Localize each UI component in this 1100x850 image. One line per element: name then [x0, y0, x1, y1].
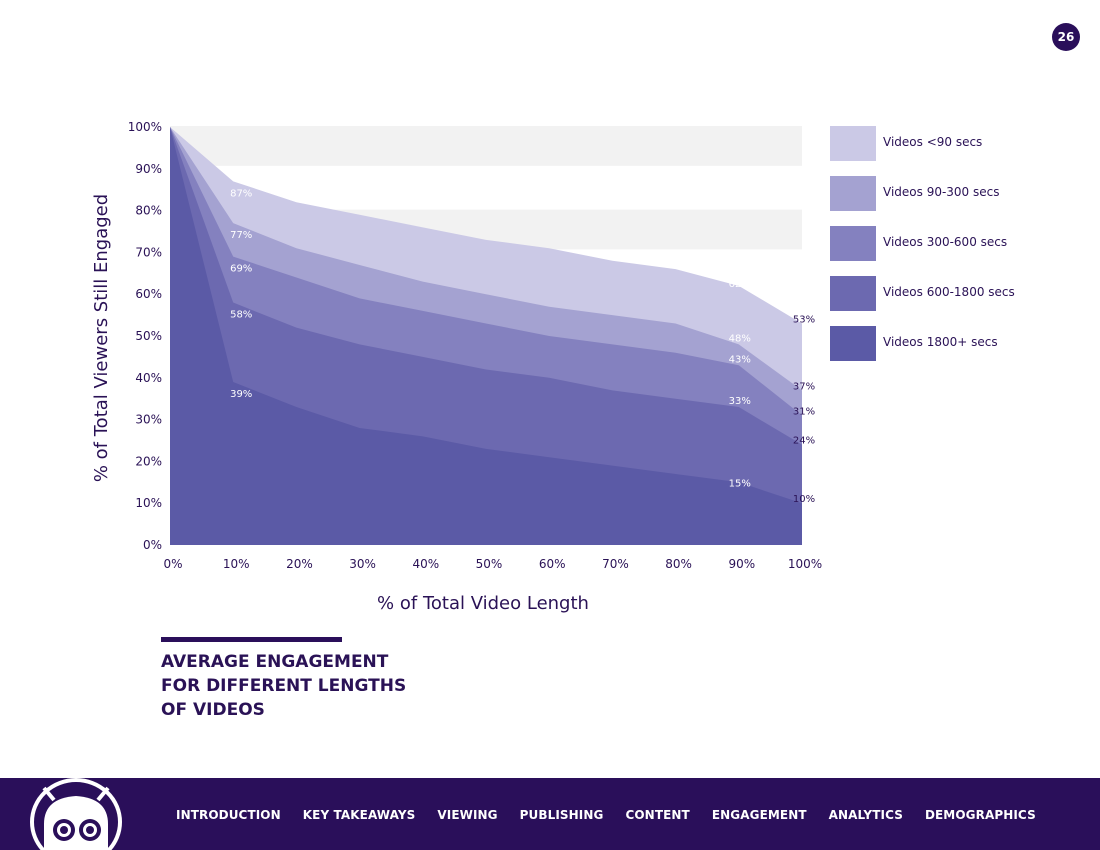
y-tick-label: 100%	[128, 120, 162, 134]
y-tick-label: 70%	[135, 245, 162, 259]
y-tick-label: 50%	[135, 329, 162, 343]
x-axis-ticks: 0% 10% 20% 30% 40% 50% 60% 70% 80% 90% 100%	[163, 557, 822, 571]
y-axis-label: % of Total Viewers Still Engaged	[91, 194, 112, 482]
legend-label: Videos 1800+ secs	[883, 335, 998, 349]
nav-item-content[interactable]: CONTENT	[625, 808, 690, 822]
data-label: 37%	[793, 381, 815, 392]
legend-label: Videos 300-600 secs	[883, 235, 1008, 249]
legend-swatch	[830, 276, 876, 311]
y-tick-label: 60%	[135, 287, 162, 301]
legend-label: Videos 90-300 secs	[883, 185, 1000, 199]
y-tick-label: 40%	[135, 371, 162, 385]
x-tick-label: 50%	[476, 557, 503, 571]
grid-band	[170, 126, 802, 166]
data-label: 77%	[230, 230, 252, 241]
legend-item: Videos 90-300 secs	[830, 176, 1060, 226]
caption-accent-bar	[161, 637, 342, 642]
footer-nav-bar: INTRODUCTION KEY TAKEAWAYS VIEWING PUBLISHI…	[0, 778, 1100, 850]
x-tick-label: 70%	[602, 557, 629, 571]
area-series-4	[170, 127, 802, 545]
x-tick-label: 30%	[349, 557, 376, 571]
y-tick-label: 90%	[135, 162, 162, 176]
x-axis-label: % of Total Video Length	[377, 593, 589, 614]
legend-item: Videos 1800+ secs	[830, 326, 1060, 376]
x-tick-label: 80%	[665, 557, 692, 571]
data-label: 58%	[230, 310, 252, 321]
mascot-logo-icon	[30, 778, 122, 850]
page-number-badge: 26	[1052, 23, 1080, 51]
y-tick-label: 10%	[135, 496, 162, 510]
x-tick-label: 40%	[412, 557, 439, 571]
legend-swatch	[830, 176, 876, 211]
nav-item-key-takeaways[interactable]: KEY TAKEAWAYS	[302, 808, 416, 822]
x-tick-label: 10%	[223, 557, 250, 571]
area-series	[170, 127, 802, 545]
data-label: 43%	[729, 354, 751, 365]
x-tick-label: 0%	[163, 557, 182, 571]
x-tick-label: 60%	[539, 557, 566, 571]
nav-item-analytics[interactable]: ANALYTICS	[828, 808, 903, 822]
legend-swatch	[830, 226, 876, 261]
engagement-area-chart: 87% 77% 69% 58% 39% 62% 48% 43% 33% 15% 53% 37% 31% 2…	[91, 120, 822, 614]
data-label: 48%	[729, 333, 751, 344]
legend-item: Videos 300-600 secs	[830, 226, 1060, 276]
legend-swatch	[830, 326, 876, 361]
data-label: 33%	[729, 396, 751, 407]
data-label: 10%	[793, 494, 815, 505]
legend-item: Videos 600-1800 secs	[830, 276, 1060, 326]
legend-label: Videos 600-1800 secs	[883, 285, 1015, 299]
chart-caption: AVERAGE ENGAGEMENT FOR DIFFERENT LENGTHS…	[161, 652, 407, 720]
nav-item-demographics[interactable]: DEMOGRAPHICS	[924, 808, 1036, 822]
legend-swatch	[830, 126, 876, 161]
data-labels: 87% 77% 69% 58% 39% 62% 48% 43% 33% 15% 53% 37% 31% 2…	[230, 188, 815, 505]
data-label: 62%	[729, 279, 751, 290]
nav-item-engagement[interactable]: ENGAGEMENT	[711, 808, 807, 822]
data-label: 69%	[230, 264, 252, 275]
y-tick-label: 30%	[135, 413, 162, 427]
data-label: 31%	[793, 406, 815, 417]
x-tick-label: 90%	[728, 557, 755, 571]
data-label: 24%	[793, 436, 815, 447]
data-label: 39%	[230, 389, 252, 400]
data-label: 87%	[230, 188, 252, 199]
y-tick-label: 0%	[143, 538, 162, 552]
y-tick-label: 80%	[135, 204, 162, 218]
footer-nav: INTRODUCTION KEY TAKEAWAYS VIEWING PUBLISHI…	[176, 808, 1058, 822]
y-tick-label: 20%	[135, 454, 162, 468]
legend-item: Videos <90 secs	[830, 126, 1060, 176]
nav-item-introduction[interactable]: INTRODUCTION	[176, 808, 281, 822]
nav-item-viewing[interactable]: VIEWING	[437, 808, 498, 822]
legend-label: Videos <90 secs	[883, 135, 983, 149]
data-label: 15%	[729, 478, 751, 489]
x-tick-label: 20%	[286, 557, 313, 571]
chart-legend: Videos <90 secs Videos 90-300 secs Videos …	[830, 126, 1060, 376]
y-axis-ticks: 0% 10% 20% 30% 40% 50% 60% 70% 80% 90% 100%	[128, 120, 162, 552]
nav-item-publishing[interactable]: PUBLISHING	[519, 808, 604, 822]
x-tick-label: 100%	[788, 557, 822, 571]
data-label: 53%	[793, 314, 815, 325]
